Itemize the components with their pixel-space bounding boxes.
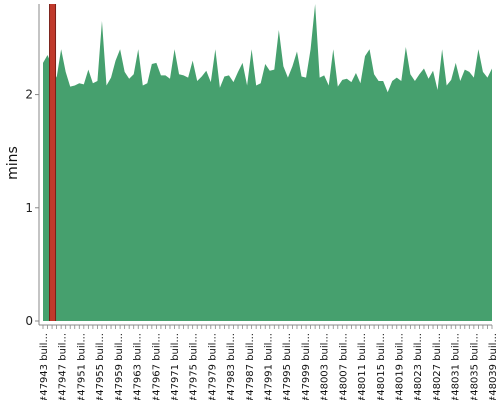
y-tick-label: 0	[25, 314, 33, 328]
x-tick-label: #48015 buil...	[376, 333, 387, 400]
x-tick-label: #48039 buil...	[488, 333, 499, 400]
x-tick-label: #47955 buil...	[95, 333, 106, 400]
x-tick-label: #48035 buil...	[469, 333, 480, 400]
x-tick-label: #48031 buil...	[451, 333, 462, 400]
x-tick-label: #47999 buil...	[301, 333, 312, 400]
x-tick-label: #47979 buil...	[207, 333, 218, 400]
y-tick-label: 1	[25, 201, 33, 215]
x-tick-label: #47987 buil...	[245, 333, 256, 400]
x-tick-label: #47967 buil...	[151, 333, 162, 400]
x-tick-label: #47951 buil...	[76, 333, 87, 400]
x-tick-label: #47975 buil...	[189, 333, 200, 400]
x-tick-labels: #47943 buil... #47947 buil... #47951 buil.…	[39, 333, 499, 400]
duration-area-series	[43, 4, 492, 321]
x-tick-label: #47963 buil...	[133, 333, 144, 400]
x-tick-label: #48027 buil...	[432, 333, 443, 400]
x-tick-label: #47991 buil...	[264, 333, 275, 400]
selected-build-bar	[49, 4, 56, 321]
x-tick-label: #48007 buil...	[338, 333, 349, 400]
axes	[38, 4, 493, 329]
selected-build-marker	[49, 4, 57, 321]
x-tick-label: #48019 buil...	[394, 333, 405, 400]
x-tick-label: #48003 buil...	[320, 333, 331, 400]
x-tick-label: #47947 buil...	[58, 333, 69, 400]
x-tick-label: #48011 buil...	[357, 333, 368, 400]
x-tick-label: #47943 buil...	[39, 333, 50, 400]
x-tick-label: #47959 buil...	[114, 333, 125, 400]
x-tick-label: #47995 buil...	[282, 333, 293, 400]
y-tick-labels: 0 1 2	[25, 88, 39, 328]
x-tick-label: #48023 buil...	[413, 333, 424, 400]
y-axis-title: mins	[5, 146, 21, 180]
x-tick-label: #47983 buil...	[226, 333, 237, 400]
y-tick-label: 2	[25, 88, 33, 102]
x-tick-label: #47971 buil...	[170, 333, 181, 400]
